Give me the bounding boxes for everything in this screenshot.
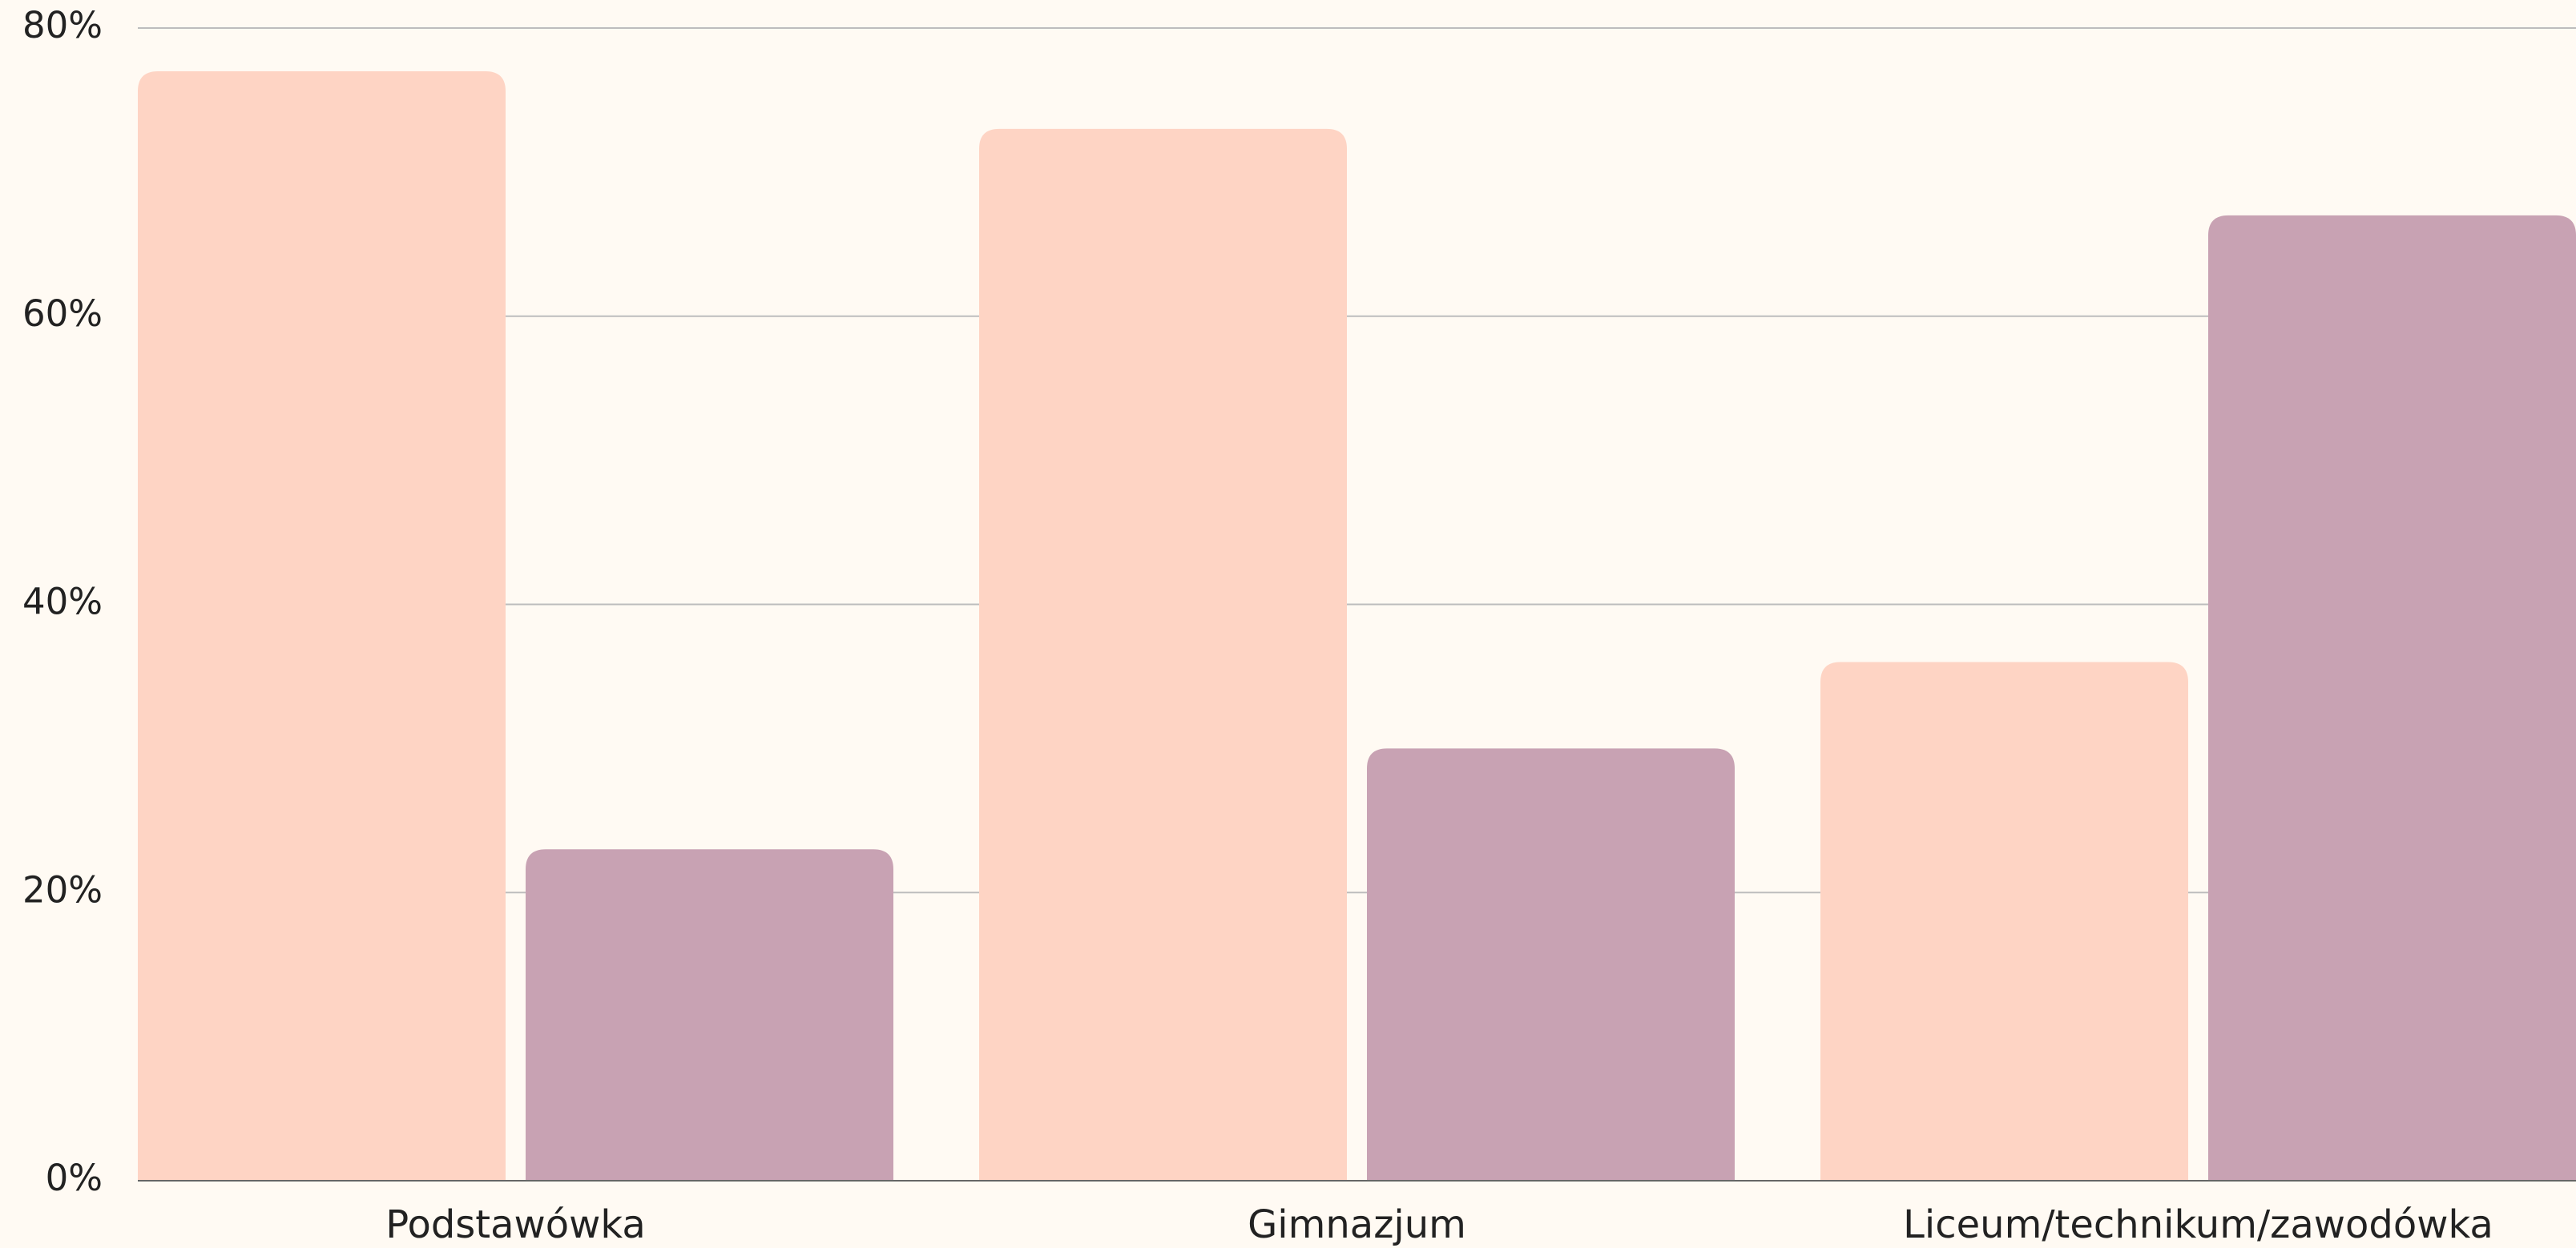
- bar: [979, 128, 1347, 1182]
- bar: [2208, 215, 2576, 1181]
- x-tick-label: Liceum/technikum/zawodówka: [1903, 1202, 2493, 1247]
- y-tick-label: 40%: [22, 581, 103, 623]
- x-tick-label: Gimnazjum: [1248, 1202, 1466, 1247]
- bar: [1820, 662, 2188, 1181]
- bar: [526, 849, 893, 1181]
- bar: [138, 70, 506, 1181]
- y-tick-label: 80%: [22, 4, 103, 46]
- bar: [1367, 748, 1735, 1181]
- y-tick-label: 20%: [22, 868, 103, 911]
- y-tick-label: 60%: [22, 292, 103, 335]
- y-tick-label: 0%: [46, 1157, 103, 1199]
- x-tick-label: Podstawówka: [385, 1202, 646, 1247]
